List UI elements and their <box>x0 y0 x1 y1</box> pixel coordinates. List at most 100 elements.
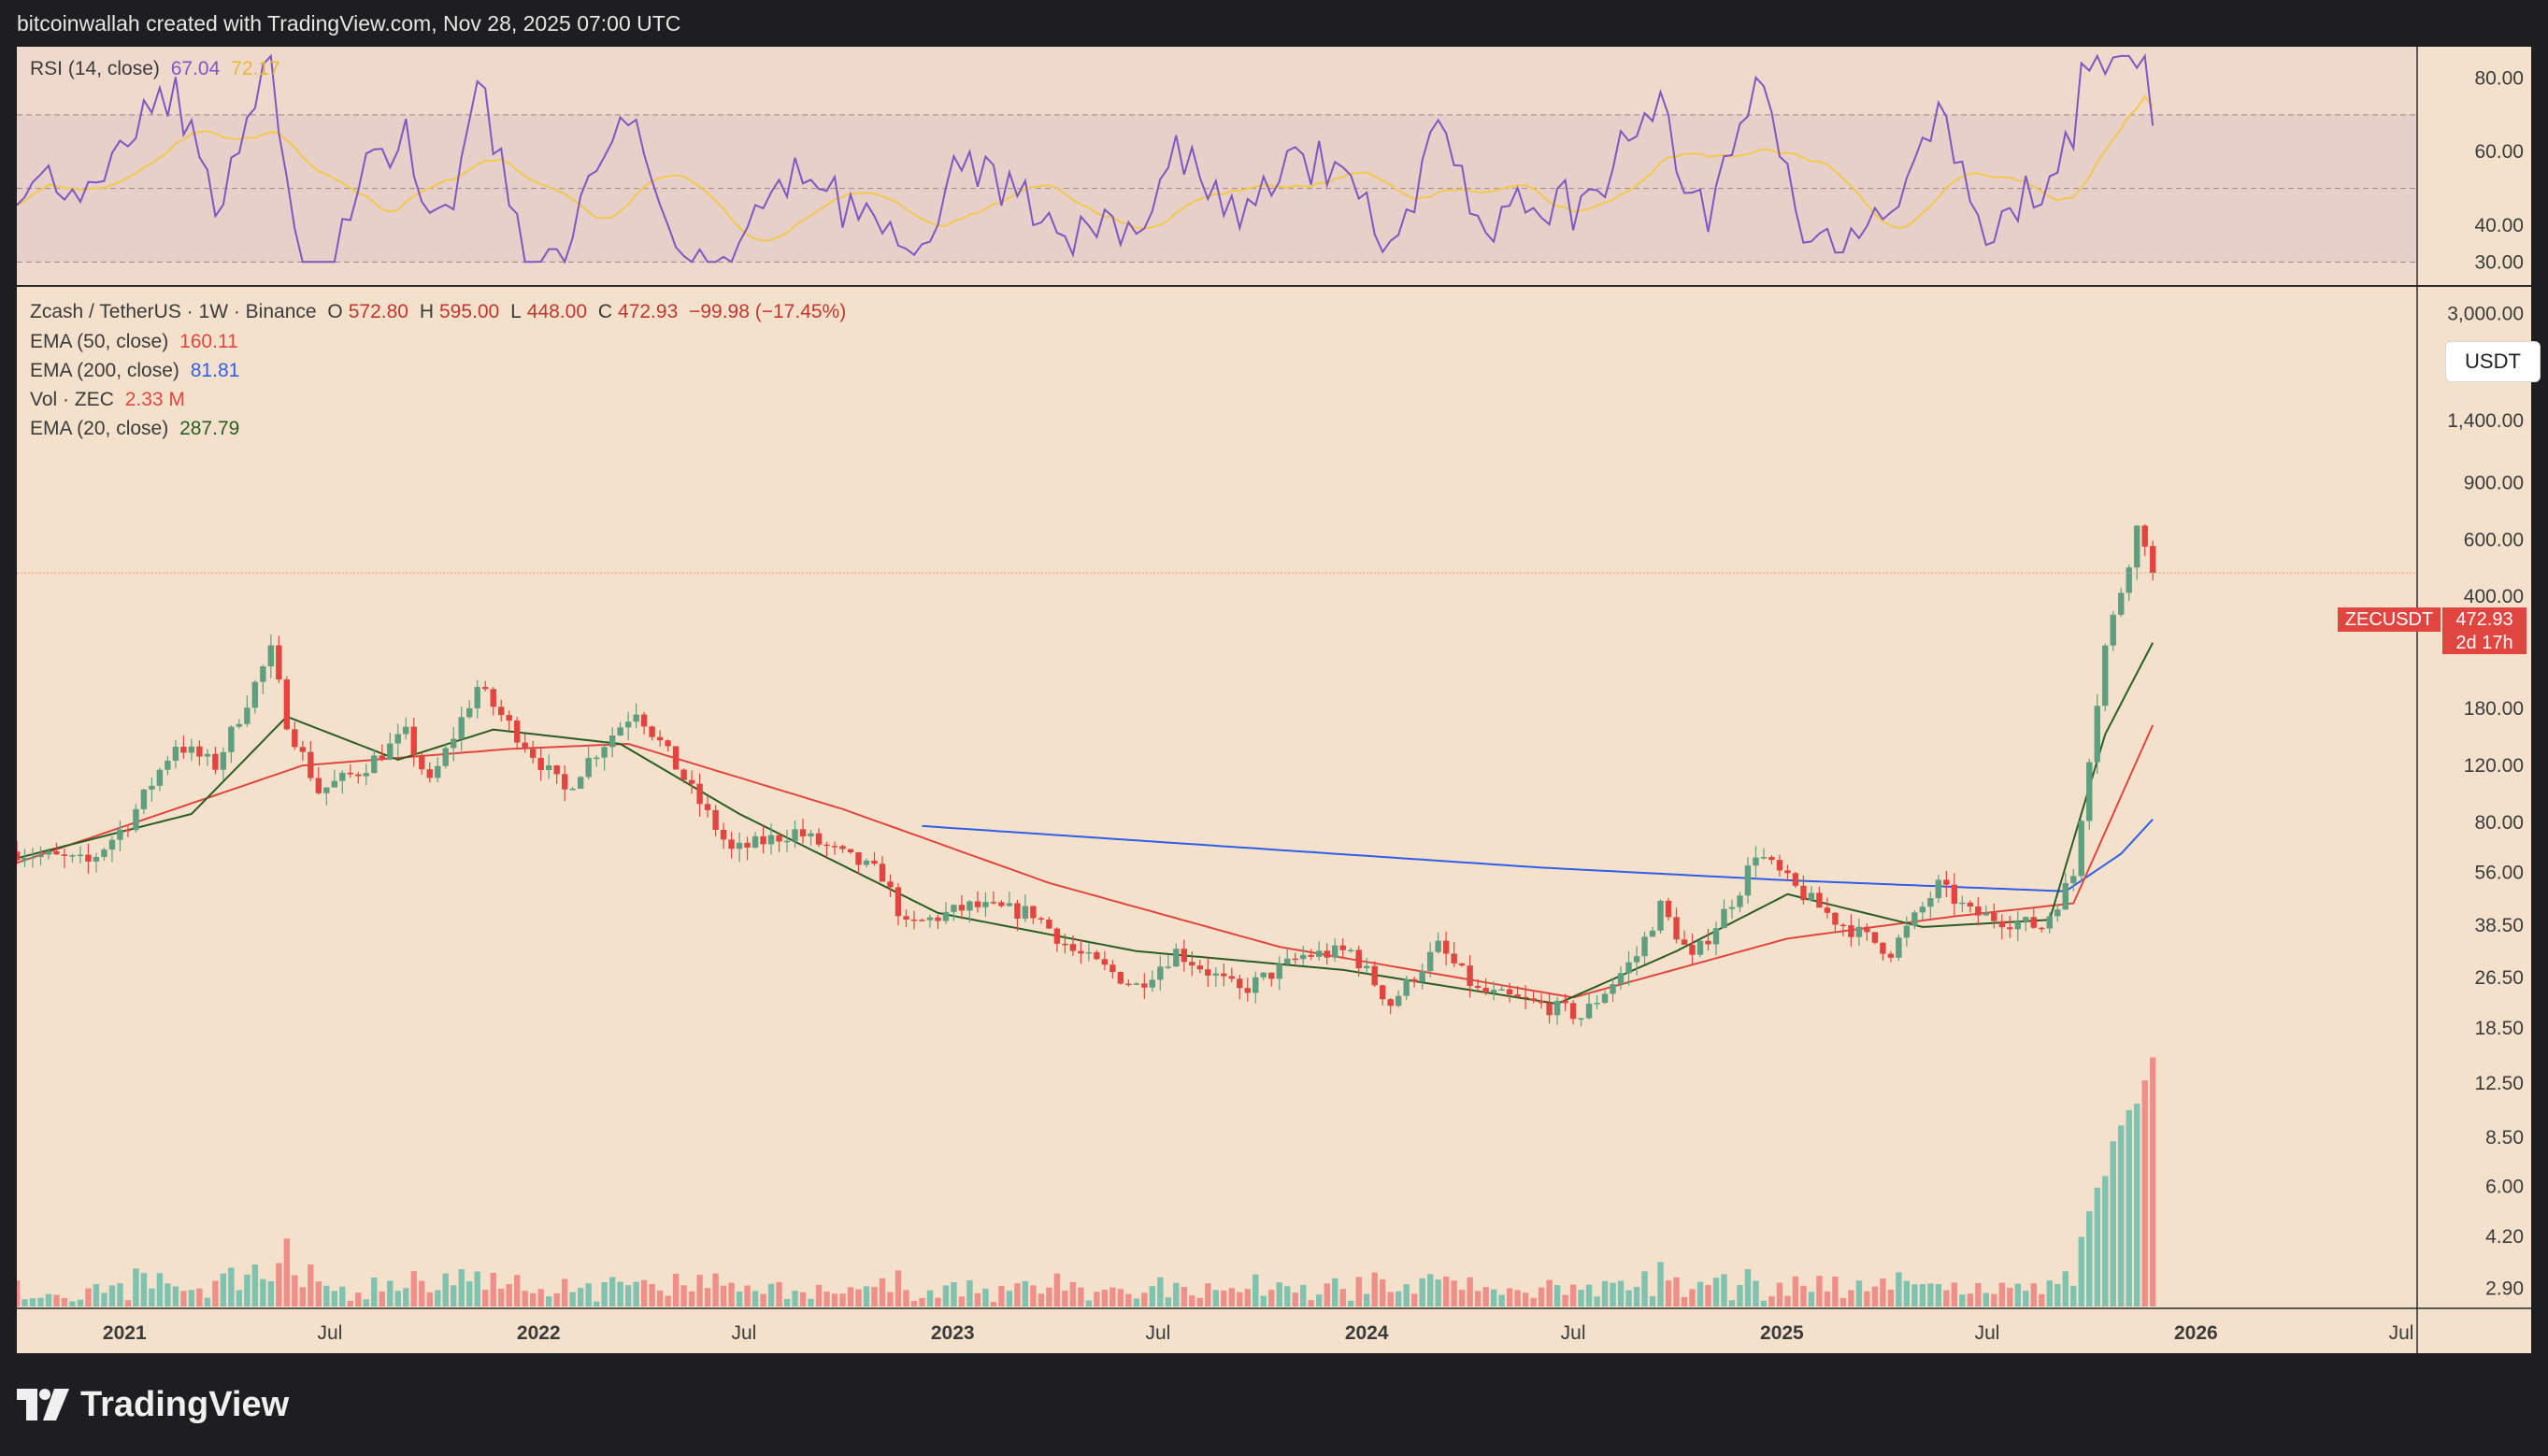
volume-bar <box>180 1291 187 1306</box>
volume-bar <box>1633 1286 1640 1306</box>
candle-body <box>1474 985 1482 989</box>
candle-body <box>442 748 449 766</box>
volume-bar <box>1006 1291 1013 1306</box>
candle-body <box>951 905 957 912</box>
candle-body <box>2094 706 2100 763</box>
candle-body <box>903 916 909 920</box>
volume-bar <box>45 1293 52 1306</box>
price-axis-label: 900.00 <box>2464 472 2524 493</box>
volume-bar <box>1300 1284 1307 1306</box>
price-axis-label: 400.00 <box>2464 586 2524 607</box>
candle-body <box>204 753 211 757</box>
candle-body <box>879 864 886 882</box>
candle-body <box>871 860 878 864</box>
candle-body <box>283 679 291 730</box>
volume-bar <box>276 1263 282 1306</box>
ema20-line <box>17 642 2154 1006</box>
candle-body <box>1816 892 1823 908</box>
candle-body <box>966 901 973 911</box>
candle-body <box>1896 937 1902 958</box>
volume-bar <box>37 1297 44 1306</box>
candle-body <box>482 687 489 690</box>
candle-body <box>1410 978 1418 982</box>
candle-body <box>451 738 457 749</box>
volume-bar <box>1832 1276 1839 1306</box>
volume-bar <box>466 1281 473 1306</box>
candle-body <box>69 855 76 857</box>
candle-body <box>1784 870 1791 874</box>
ema20-value: 287.79 <box>179 418 240 439</box>
candle-body <box>696 783 703 805</box>
volume-bar <box>1022 1280 1029 1306</box>
symbol-title[interactable]: Zcash / TetherUS · 1W · Binance <box>30 301 317 322</box>
volume-bar <box>1205 1283 1211 1306</box>
rsi-ma-value: 72.17 <box>231 58 280 79</box>
volume-bar <box>1149 1286 1156 1306</box>
candle-body <box>347 772 354 775</box>
candle-body <box>308 751 314 778</box>
time-axis-label: Jul <box>1975 1322 2000 1344</box>
close-label: C 472.93 <box>597 301 679 322</box>
currency-button[interactable]: USDT <box>2445 341 2541 382</box>
volume-bar <box>1649 1296 1656 1306</box>
candle-body <box>1458 963 1466 966</box>
volume-bar <box>1880 1278 1886 1306</box>
volume-bar <box>1562 1294 1568 1306</box>
volume-bar <box>435 1290 441 1306</box>
volume-bar <box>601 1281 608 1306</box>
price-axis-label: 56.00 <box>2474 863 2524 884</box>
price-axis-label: 6.00 <box>2485 1176 2524 1197</box>
volume-bar <box>1998 1282 2006 1306</box>
volume-bar <box>1864 1291 1870 1306</box>
candle-body <box>1903 925 1911 938</box>
volume-bar <box>1760 1300 1768 1306</box>
candle-body <box>1482 988 1489 993</box>
candle-layer <box>17 524 2156 1027</box>
volume-bar <box>974 1292 981 1306</box>
volume-bar <box>1776 1282 1783 1306</box>
ema20-label: EMA (20, close) <box>30 418 169 439</box>
candle-body <box>1133 983 1140 985</box>
volume-bar <box>1451 1280 1457 1306</box>
volume-bar <box>1442 1276 1450 1306</box>
volume-bar <box>196 1288 203 1306</box>
volume-bar <box>728 1282 735 1306</box>
volume-layer <box>17 1057 2156 1306</box>
price-tag-symbol: ZECUSDT <box>2338 607 2441 633</box>
price-axis-label: 120.00 <box>2464 755 2524 777</box>
volume-bar <box>2054 1283 2061 1306</box>
candle-body <box>1673 917 1680 940</box>
candle-body <box>1530 998 1537 1001</box>
volume-bar <box>451 1285 457 1306</box>
candle-body <box>371 755 378 774</box>
volume-bar <box>482 1290 489 1306</box>
volume-bar <box>1467 1277 1473 1306</box>
volume-bar <box>752 1291 759 1306</box>
candle-body <box>77 854 84 857</box>
volume-bar <box>1355 1277 1362 1306</box>
candle-body <box>1165 966 1172 968</box>
volume-bar <box>1038 1293 1045 1306</box>
candle-body <box>1395 995 1402 1006</box>
candle-body <box>593 757 600 760</box>
volume-bar <box>1101 1290 1109 1306</box>
candle-body <box>498 707 505 716</box>
volume-bar <box>2046 1280 2053 1306</box>
volume-bar <box>1569 1284 1577 1306</box>
candle-body <box>403 726 409 735</box>
ema50-label: EMA (50, close) <box>30 331 169 352</box>
volume-bar <box>2134 1103 2140 1306</box>
candle-body <box>228 726 235 752</box>
open-label: O 572.80 <box>327 301 408 322</box>
candle-body <box>93 856 100 862</box>
candle-body <box>569 788 576 791</box>
candle-body <box>1276 964 1282 979</box>
volume-bar <box>355 1292 362 1306</box>
low-label: L 448.00 <box>510 301 587 322</box>
candle-body <box>545 764 552 771</box>
candle-body <box>736 842 743 849</box>
volume-bar <box>2039 1293 2045 1306</box>
tradingview-logo[interactable]: TradingView <box>17 1381 289 1428</box>
